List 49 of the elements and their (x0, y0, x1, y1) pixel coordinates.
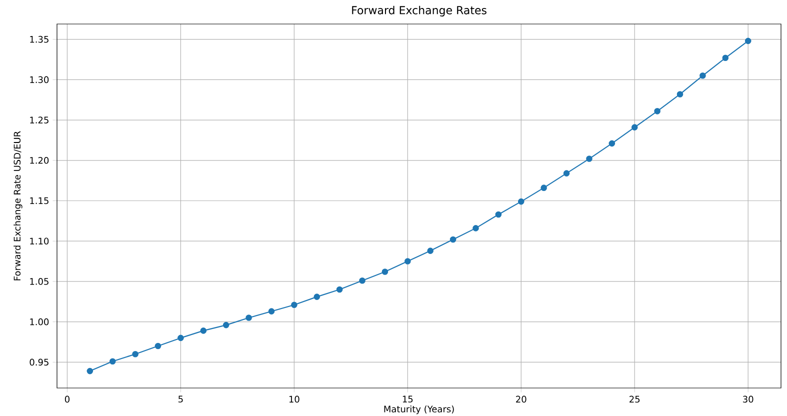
point (132, 350, 138, 358)
point (291, 302, 298, 308)
y-tick-label: 1.25 (30, 116, 48, 124)
point (86, 368, 94, 374)
y-tick-label: 1.15 (30, 197, 48, 204)
x-tick-label: 30 (743, 396, 754, 403)
point (495, 211, 502, 218)
point (222, 322, 230, 328)
point (314, 294, 320, 300)
point (336, 286, 343, 293)
y-tick-label: 1.10 (30, 238, 49, 245)
y-tick-label: 1.05 (30, 278, 48, 285)
point (563, 170, 570, 176)
x-tick-label: 0 (64, 396, 70, 403)
y-tick-label: 1.00 (30, 318, 49, 326)
point (518, 198, 524, 205)
point (631, 124, 638, 130)
point (427, 248, 434, 254)
point (472, 225, 479, 232)
point (268, 308, 275, 314)
point (540, 184, 547, 191)
point (586, 156, 592, 162)
chart-title: Forward Exchange Rates (352, 6, 486, 16)
x-tick-label: 25 (630, 396, 640, 403)
x-tick-label: 10 (289, 396, 300, 403)
point (359, 278, 366, 284)
y-tick-label: 1.30 (30, 76, 49, 84)
point (450, 236, 456, 243)
x-tick-label: 5 (178, 396, 183, 402)
point (200, 328, 207, 334)
y-axis-title: Forward Exchange Rate USD/EUR (14, 131, 22, 280)
point (382, 268, 388, 275)
point (404, 258, 411, 264)
x-tick-label: 20 (516, 396, 526, 403)
y-tick-label: 1.35 (30, 36, 48, 43)
x-tick-label: 15 (402, 396, 413, 402)
point (154, 342, 162, 350)
point (744, 38, 752, 44)
y-tick-label: 0.95 (30, 358, 48, 366)
point (676, 91, 684, 98)
point (700, 72, 706, 79)
point (722, 54, 729, 62)
point (109, 358, 116, 365)
point (654, 108, 660, 114)
point (608, 140, 616, 147)
y-tick-label: 1.20 (30, 156, 49, 164)
x-axis-title: Maturity (Years) (384, 405, 454, 414)
point (178, 334, 184, 342)
point (246, 314, 252, 321)
